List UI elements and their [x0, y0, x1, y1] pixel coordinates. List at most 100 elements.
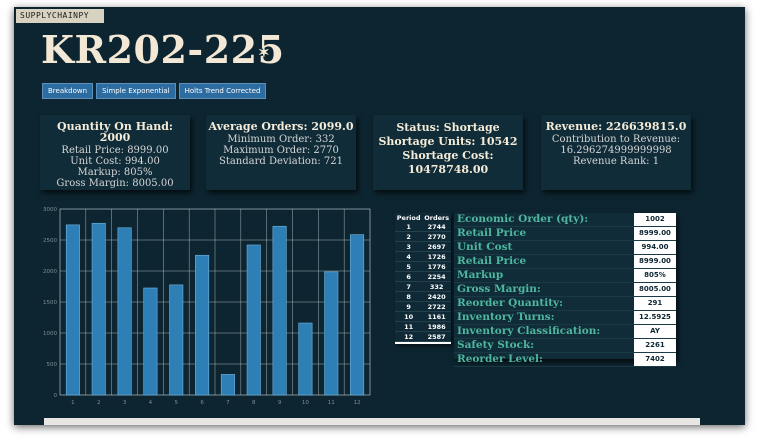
stat-label: Retail Price: [457, 255, 527, 267]
table-row: 5 1776: [395, 261, 451, 272]
x-tick-label: 11: [328, 400, 335, 406]
stat-value: 994.00: [634, 241, 676, 254]
app-window: SUPPLYCHAINPY KR202-225 ✶ Breakdown Simp…: [14, 7, 745, 425]
minimum-order: Minimum Order: 332: [227, 134, 335, 145]
bar: [169, 284, 184, 396]
orders-cell: 2254: [422, 271, 451, 282]
revenue: Revenue: 226639815.0: [545, 120, 687, 133]
x-tick-label: 4: [149, 400, 153, 406]
bar: [246, 244, 261, 396]
bar: [272, 225, 287, 396]
stat-row: Retail Price 8999.00: [454, 255, 676, 269]
bar: [324, 271, 339, 396]
orders-cell: 2697: [422, 241, 451, 252]
orders-cell: 1776: [422, 261, 451, 272]
contribution-value: 16.296274999999998: [560, 145, 672, 156]
stat-label: Unit Cost: [457, 241, 513, 253]
bar: [65, 224, 80, 396]
status-card: Status: Shortage Shortage Units: 10542 S…: [373, 115, 523, 190]
x-tick-label: 3: [123, 400, 127, 406]
table-row: 12 2587: [395, 331, 451, 342]
table-row: 3 2697: [395, 241, 451, 252]
orders-cell: 2770: [422, 231, 451, 242]
period-cell: 7: [395, 281, 423, 292]
table-row: 1 2744: [395, 222, 451, 232]
stat-value: 8999.00: [634, 227, 676, 240]
stat-label: Inventory Turns:: [457, 311, 555, 323]
stat-label: Reorder Quantity:: [457, 297, 564, 309]
table-row: 7 332: [395, 281, 451, 292]
x-tick-label: 10: [302, 400, 309, 406]
table-row: 8 2420: [395, 291, 451, 302]
stat-row: Unit Cost 994.00: [454, 241, 676, 255]
stat-value: 12.5925: [634, 311, 676, 324]
bar: [350, 234, 365, 396]
period-cell: 6: [395, 271, 423, 282]
shortage-units: Shortage Units: 10542: [378, 135, 518, 148]
stat-value: 291: [634, 297, 676, 310]
x-tick-label: 1: [71, 400, 75, 406]
page-title: KR202-225: [41, 27, 285, 72]
x-tick-label: 8: [252, 400, 256, 406]
orders-cell: 2744: [422, 222, 451, 232]
x-tick-label: 6: [200, 400, 204, 406]
inventory-stats-table: Economic Order (qty): 1002 Retail Price 899…: [454, 213, 676, 367]
maximum-order: Maximum Order: 2770: [223, 145, 339, 156]
x-tick-label: 7: [226, 400, 230, 406]
table-row: 4 1726: [395, 251, 451, 262]
retail-price: Retail Price: 8999.00: [61, 145, 169, 156]
y-tick-label: 1000: [43, 331, 57, 337]
average-orders: Average Orders: 2099.0: [208, 120, 354, 133]
tab-simple-exponential[interactable]: Simple Exponential: [96, 83, 176, 99]
tag-icon: ✶: [258, 45, 270, 61]
unit-cost: Unit Cost: 994.00: [70, 156, 160, 167]
tab-breakdown[interactable]: Breakdown: [42, 83, 94, 99]
y-tick-label: 2500: [43, 238, 57, 244]
logo: SUPPLYCHAINPY: [16, 9, 104, 23]
period-cell: 4: [395, 251, 423, 262]
stat-row: Economic Order (qty): 1002: [454, 213, 676, 227]
y-tick-label: 1500: [43, 300, 57, 306]
period-cell: 12: [395, 331, 423, 342]
bar: [195, 254, 210, 396]
x-tick-label: 2: [97, 400, 101, 406]
stat-label: Markup: [457, 269, 504, 281]
period-cell: 3: [395, 241, 423, 252]
stat-label: Retail Price: [457, 227, 527, 239]
revenue-rank: Revenue Rank: 1: [572, 156, 660, 167]
period-cell: 11: [395, 321, 423, 332]
stat-value: 1002: [634, 213, 676, 226]
table-row: 10 1161: [395, 311, 451, 322]
stat-label: Reorder Level:: [457, 353, 543, 365]
tab-holts-trend-corrected[interactable]: Holts Trend Corrected: [178, 83, 267, 99]
revenue-card: Revenue: 226639815.0 Contribution to Rev…: [541, 115, 691, 190]
period-cell: 5: [395, 261, 423, 272]
orders-cell: 332: [422, 281, 451, 292]
stat-row: Gross Margin: 8005.00: [454, 283, 676, 297]
stat-value: 7402: [634, 353, 676, 366]
stat-row: Markup 805%: [454, 269, 676, 283]
period-cell: 10: [395, 311, 423, 322]
stat-value: 8005.00: [634, 283, 676, 296]
stat-label: Safety Stock:: [457, 339, 535, 351]
period-orders-table: Period Orders 1 2744 2 2770 3 2697 4 1726 5 1776 6…: [395, 213, 451, 344]
stat-row: Inventory Classification: AY: [454, 325, 676, 339]
stat-label: Economic Order (qty):: [457, 213, 589, 225]
shortage-cost: Shortage Cost: 10478748.00: [402, 149, 494, 176]
period-cell: 1: [395, 222, 423, 232]
markup: Markup: 805%: [77, 167, 153, 178]
bar: [143, 287, 158, 396]
y-tick-label: 500: [47, 362, 58, 368]
table-row: 9 2722: [395, 301, 451, 312]
orders-cell: 2722: [422, 301, 451, 312]
bar: [91, 222, 106, 396]
orders-cell: 2420: [422, 291, 451, 302]
status-text: Status: Shortage: [396, 121, 500, 134]
gross-margin: Gross Margin: 8005.00: [56, 178, 174, 189]
y-tick-label: 2000: [43, 269, 57, 275]
bottom-bar: [44, 418, 700, 425]
orders-cell: 1161: [422, 311, 451, 322]
stat-row: Reorder Quantity: 291: [454, 297, 676, 311]
x-tick-label: 5: [175, 400, 179, 406]
tab-bar: Breakdown Simple Exponential Holts Trend…: [42, 83, 267, 99]
